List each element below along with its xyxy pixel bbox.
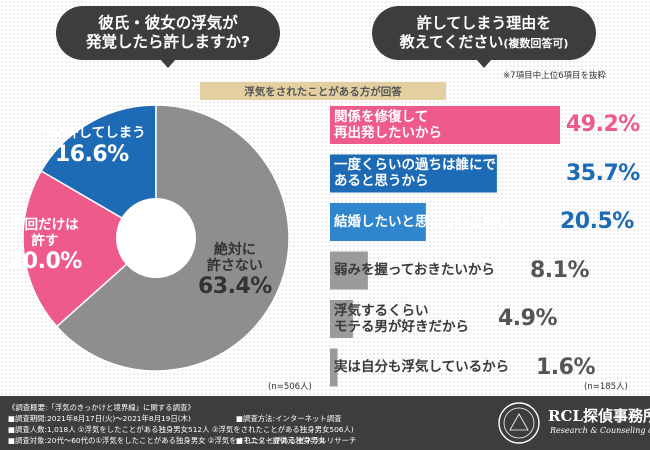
bar-label-like-popular-men-line1: 浮気するくらい [334,302,429,319]
bar-repair-relationship [330,106,560,144]
bar-label-also-cheating: 実は自分も浮気しているから [334,359,566,375]
bar-label-everyone-errs: 一度くらいの過ちは誰にでも あると思うから [334,157,566,190]
question-bars-tail [476,59,492,68]
slice-forgive-once [22,169,158,328]
bar-label-like-popular-men-line2: モテる男が好きだから [334,318,469,335]
survey-method: ■調査方法:インターネット調査 [236,414,342,423]
slice-label-forgive-once-line2: 許す [31,232,59,249]
question-pie-line1: 彼氏・彼女の浮気が [98,13,238,32]
bar-label-hold-weakness: 弱みを握っておきたいから [334,262,566,278]
slice-label-forgive-once-percent: 20.0% [8,249,82,275]
question-bars-line1: 許してしまう理由を [416,14,552,33]
bar-label-repair-relationship-line1: 関係を修復して [334,108,429,125]
slice-label-never-forgive-line1: 絶対に [213,242,256,258]
slice-label-forgive-anyway-text: つい許してしまう [38,125,146,141]
slice-label-forgive-anyway: つい許してしまう 16.6% [38,125,146,167]
bar-value-also-cheating: 1.6% [536,354,596,380]
bar-label-repair-relationship: 関係を修復して 再出発したいから [334,109,566,142]
survey-count: ■調査人数:1,018人 ①浮気をしたことがある独身男女512人 ②浮気をされた… [8,425,354,434]
rcl-logo-tagline: Research & Counseling & Law [550,426,650,435]
survey-period: ■調査期間:2021年8月17日(火)〜2021年8月19日(木) [8,414,191,423]
bar-label-also-cheating-line1: 実は自分も浮気しているから [334,359,510,376]
bar-label-everyone-errs-line1: 一度くらいの過ちは誰にでも [334,157,510,173]
slice-label-never-forgive-line2: 許さない [206,258,263,275]
bar-label-repair-relationship-line2: 再出発したいから [334,124,442,141]
bar-label-like-popular-men: 浮気するくらい モテる男が好きだから [334,303,566,336]
bar-label-everyone-errs-line2: あると思うから [334,173,429,190]
bar-also-cheating [330,348,338,387]
survey-target: ■調査対象:20代〜60代の①浮気をしたことがある独身男女 ②浮気をされたことが… [8,436,326,445]
bar-everyone-errs [330,154,497,193]
slice-label-forgive-once: 今回だけは 許す 20.0% [8,217,82,275]
survey-provider: ■モニター提供元:ゼネラルリサーチ [236,436,357,445]
bar-label-want-marriage-line1: 結婚したいと思っているから [334,213,509,230]
bar-label-hold-weakness-line1: 弱みを握っておきたいから [334,262,495,279]
excerpt-note: ※7項目中上位6項目を抜粋 [503,71,606,81]
slice-label-forgive-once-line1: 今回だけは [11,217,79,233]
bar-label-want-marriage: 結婚したいと思っているから [334,214,566,230]
bar-value-want-marriage: 20.5% [560,209,634,234]
slice-label-never-forgive: 絶対に 許さない 63.4% [198,242,272,299]
bar-want-marriage [330,203,426,241]
bar-value-like-popular-men: 4.9% [498,306,558,331]
question-pie: 彼氏・彼女の浮気が 発覚したら許しますか? [56,6,280,60]
bar-hold-weakness [330,251,368,290]
question-pie-line2: 発覚したら許しますか? [86,33,250,51]
bar-value-hold-weakness: 8.1% [530,257,590,283]
pie-sample-size: (n=506人) [268,382,312,392]
question-bars: 許してしまう理由を 教えてください (複数回答可) [372,6,596,60]
bar-like-popular-men [330,300,353,338]
question-bars-line2: 教えてください [399,33,504,51]
question-bars-sub: (複数回答可) [503,37,569,50]
slice-forgive-anyway [40,104,157,240]
respondent-ribbon: 浮気をされたことがある方が回答 [200,82,446,100]
slice-label-never-forgive-percent: 63.4% [198,274,272,300]
survey-title: 《調査概要:「浮気のきっかけと境界線」に関する調査》 [8,403,195,412]
rcl-logo-name: RCL探偵事務所 [548,407,650,425]
bar-sample-size: (n=185人) [584,382,628,392]
question-bars-line2-wrap: 教えてください (複数回答可) [400,33,569,52]
slice-label-forgive-anyway-percent: 16.6% [54,141,129,167]
question-pie-tail [160,59,176,68]
bar-value-repair-relationship: 49.2% [566,112,640,137]
donut-hole [116,198,196,278]
bar-value-everyone-errs: 35.7% [566,160,640,186]
rcl-logo-icon [498,402,540,444]
survey-footer: 《調査概要:「浮気のきっかけと境界線」に関する調査》 ■調査期間:2021年8月… [0,396,650,450]
